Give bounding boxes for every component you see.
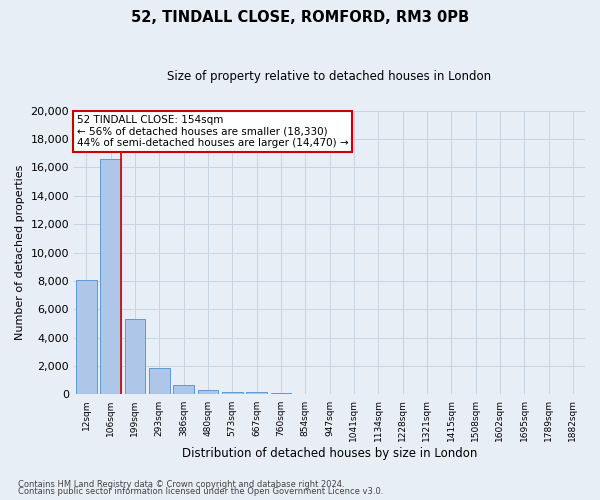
Y-axis label: Number of detached properties: Number of detached properties xyxy=(15,165,25,340)
Bar xyxy=(100,159,121,394)
Bar xyxy=(222,392,242,394)
Bar xyxy=(246,392,267,394)
Text: Contains public sector information licensed under the Open Government Licence v3: Contains public sector information licen… xyxy=(18,487,383,496)
Text: Contains HM Land Registry data © Crown copyright and database right 2024.: Contains HM Land Registry data © Crown c… xyxy=(18,480,344,489)
Text: 52, TINDALL CLOSE, ROMFORD, RM3 0PB: 52, TINDALL CLOSE, ROMFORD, RM3 0PB xyxy=(131,10,469,25)
Bar xyxy=(173,385,194,394)
Bar xyxy=(76,280,97,394)
Bar xyxy=(149,368,170,394)
Title: Size of property relative to detached houses in London: Size of property relative to detached ho… xyxy=(167,70,491,83)
X-axis label: Distribution of detached houses by size in London: Distribution of detached houses by size … xyxy=(182,447,477,460)
Bar xyxy=(197,390,218,394)
Text: 52 TINDALL CLOSE: 154sqm
← 56% of detached houses are smaller (18,330)
44% of se: 52 TINDALL CLOSE: 154sqm ← 56% of detach… xyxy=(77,115,348,148)
Bar xyxy=(125,318,145,394)
Bar xyxy=(271,392,291,394)
